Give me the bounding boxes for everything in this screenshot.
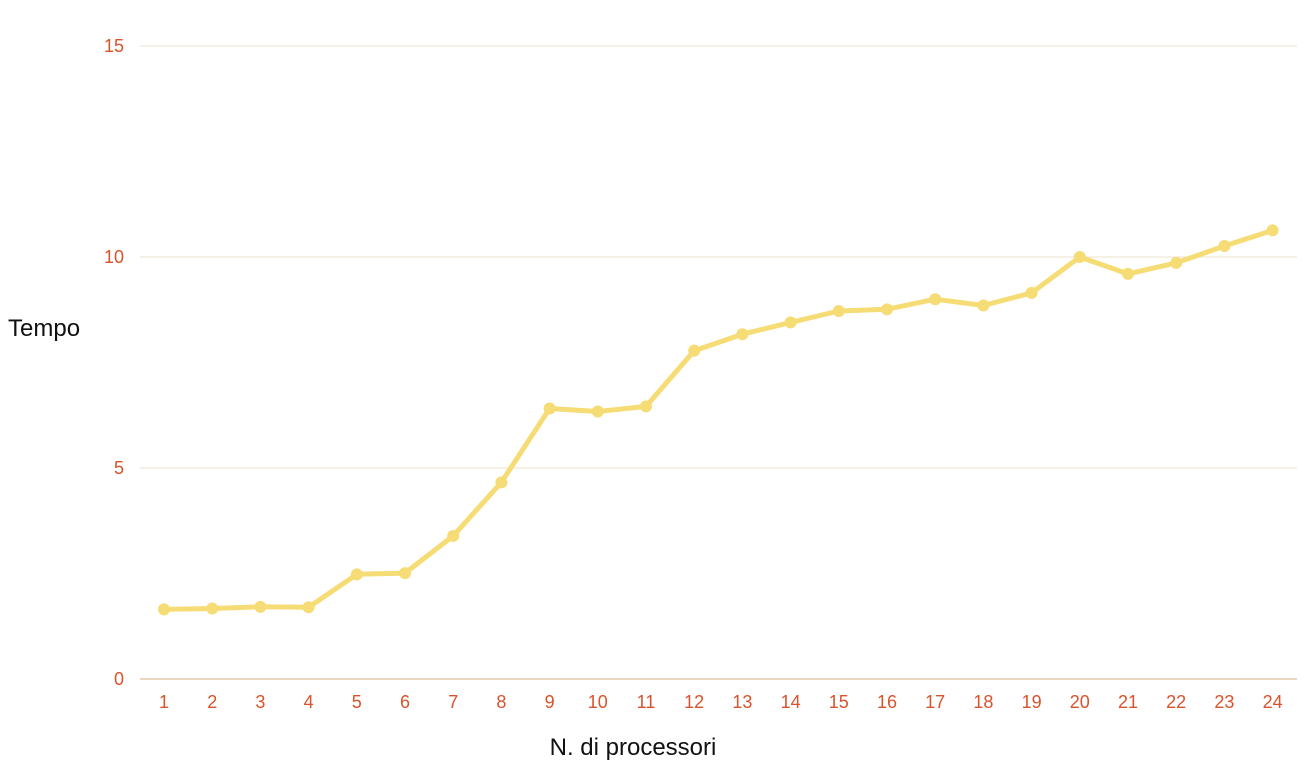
data-point xyxy=(1025,286,1038,299)
data-point xyxy=(399,567,411,580)
gridlines xyxy=(140,45,1297,680)
x-tick-label: 20 xyxy=(1070,692,1090,712)
x-axis-title: N. di processori xyxy=(550,734,717,761)
data-point xyxy=(543,402,556,415)
data-point xyxy=(591,405,604,418)
x-tick-label: 18 xyxy=(973,692,993,712)
x-tick-label: 5 xyxy=(352,692,362,712)
y-tick-label: 15 xyxy=(104,36,124,56)
x-tick-label: 3 xyxy=(255,692,265,712)
y-tick-labels: 0 5 10 15 xyxy=(104,36,124,689)
data-point xyxy=(302,601,315,614)
x-tick-label: 21 xyxy=(1118,692,1138,712)
x-tick-label: 16 xyxy=(877,692,897,712)
data-point xyxy=(736,328,749,341)
y-tick-label: 10 xyxy=(104,247,124,267)
x-tick-label: 22 xyxy=(1166,692,1186,712)
x-tick-label: 9 xyxy=(545,692,555,712)
x-tick-label: 10 xyxy=(588,692,608,712)
x-tick-label: 23 xyxy=(1214,692,1234,712)
data-point xyxy=(688,344,701,357)
x-tick-labels: 1 2 3 4 5 6 7 8 9 10 11 12 13 14 15 16 17 18 19 20 21 22 23 24 xyxy=(159,692,1283,712)
data-point xyxy=(1122,267,1134,280)
x-tick-label: 1 xyxy=(159,692,169,712)
data-series xyxy=(158,224,1279,616)
data-point xyxy=(1218,240,1231,253)
data-point xyxy=(977,299,990,312)
data-point xyxy=(1170,256,1183,269)
data-point xyxy=(350,568,363,581)
x-tick-label: 11 xyxy=(637,692,656,712)
x-tick-label: 15 xyxy=(829,692,849,712)
x-tick-label: 4 xyxy=(304,692,314,712)
x-tick-label: 2 xyxy=(207,692,217,712)
x-tick-label: 8 xyxy=(496,692,506,712)
x-tick-label: 24 xyxy=(1263,692,1283,712)
y-axis-title: Tempo xyxy=(8,315,80,342)
y-tick-label: 5 xyxy=(114,458,124,478)
data-point xyxy=(929,293,942,306)
x-tick-label: 14 xyxy=(781,692,801,712)
data-point xyxy=(1073,251,1086,263)
x-tick-label: 13 xyxy=(732,692,752,712)
series-line xyxy=(161,227,1276,612)
data-point xyxy=(495,476,508,489)
data-point xyxy=(832,305,845,318)
x-tick-label: 6 xyxy=(400,692,410,712)
data-point xyxy=(881,303,893,316)
data-point xyxy=(1266,224,1279,237)
y-tick-label: 0 xyxy=(114,669,124,689)
data-point xyxy=(206,602,219,615)
x-tick-label: 12 xyxy=(684,692,704,712)
data-point xyxy=(158,603,170,616)
data-point xyxy=(784,316,797,329)
x-tick-label: 19 xyxy=(1022,692,1042,712)
data-point xyxy=(640,400,652,413)
x-tick-label: 17 xyxy=(925,692,945,712)
data-point xyxy=(254,600,267,613)
x-tick-label: 7 xyxy=(448,692,458,712)
data-point xyxy=(447,529,460,542)
